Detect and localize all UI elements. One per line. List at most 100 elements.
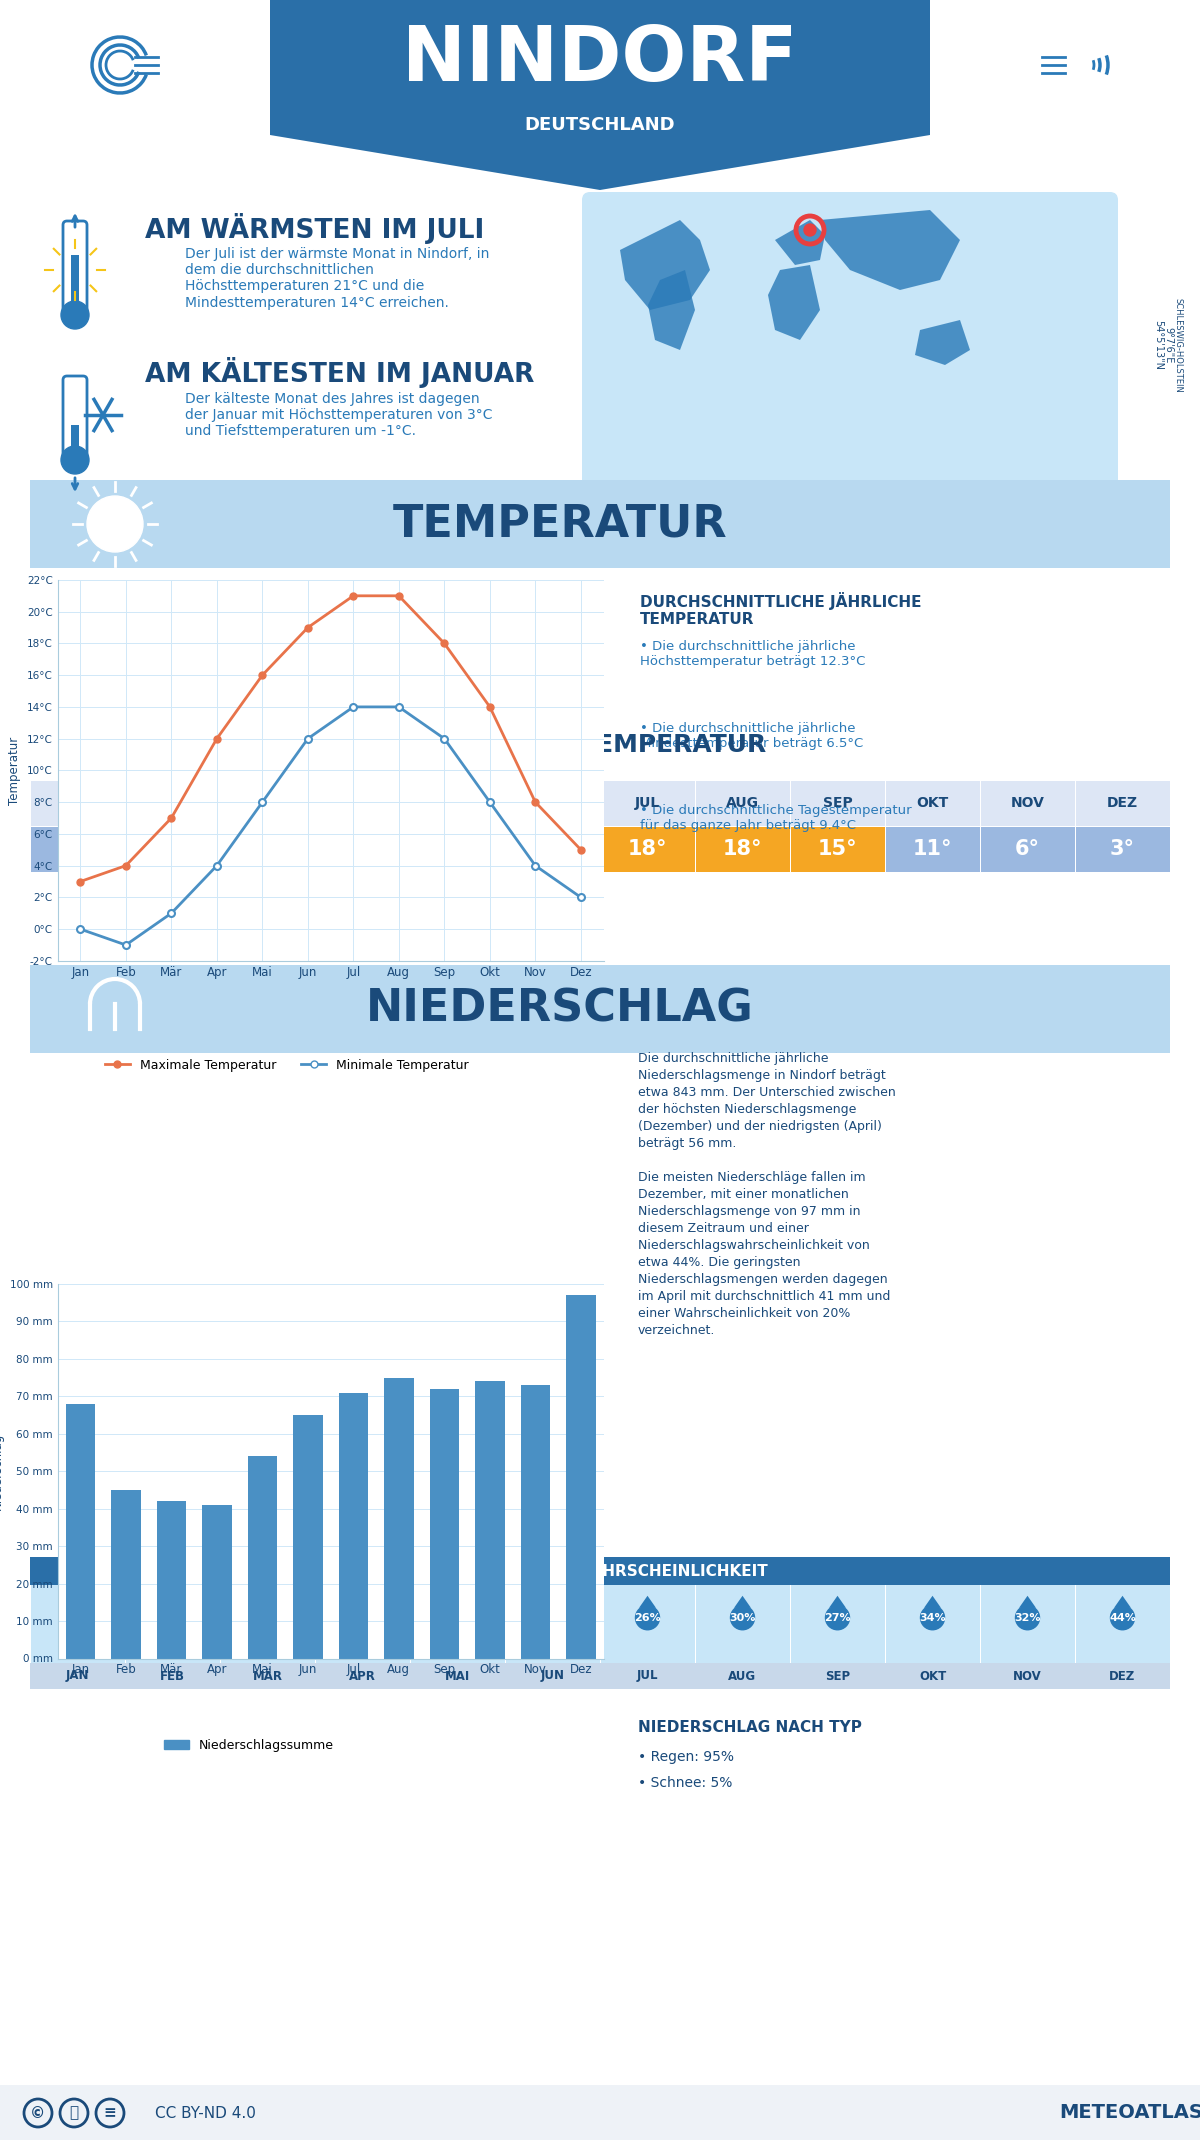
Bar — [410, 826, 504, 871]
Text: 1°: 1° — [65, 839, 90, 858]
Bar — [30, 781, 125, 826]
Polygon shape — [768, 265, 820, 340]
Text: 9°7'6"E: 9°7'6"E — [1163, 327, 1174, 364]
Bar — [30, 479, 1170, 567]
Text: SEP: SEP — [824, 1669, 850, 1682]
Bar — [886, 826, 979, 871]
Polygon shape — [829, 1596, 846, 1607]
Text: 32%: 32% — [1014, 1614, 1040, 1622]
FancyBboxPatch shape — [582, 193, 1118, 503]
Polygon shape — [648, 270, 695, 351]
Text: Die durchschnittliche jährliche
Niederschlagsmenge in Nindorf beträgt
etwa 843 m: Die durchschnittliche jährliche Niedersc… — [638, 1053, 895, 1338]
Polygon shape — [1019, 1596, 1036, 1607]
Bar — [696, 1586, 790, 1663]
Text: ©: © — [30, 2106, 46, 2121]
Text: DEZ: DEZ — [1106, 796, 1138, 811]
Text: • Die durchschnittliche jährliche
Mindesttemperatur beträgt 6.5°C: • Die durchschnittliche jährliche Mindes… — [640, 721, 863, 749]
Polygon shape — [259, 1596, 276, 1607]
Bar — [600, 826, 695, 871]
Polygon shape — [620, 220, 710, 310]
Polygon shape — [354, 1596, 371, 1607]
Text: APR: APR — [347, 796, 378, 811]
Text: Der Juli ist der wärmste Monat in Nindorf, in
dem die durchschnittlichen
Höchstt: Der Juli ist der wärmste Monat in Nindor… — [185, 246, 490, 310]
Bar — [293, 1415, 323, 1658]
Bar — [791, 1586, 884, 1663]
Circle shape — [826, 1605, 850, 1631]
Polygon shape — [640, 1596, 656, 1607]
Text: 15°: 15° — [533, 839, 572, 858]
Polygon shape — [449, 1596, 466, 1607]
Circle shape — [804, 225, 816, 235]
Bar — [30, 1586, 125, 1663]
Bar — [126, 826, 220, 871]
Bar — [980, 1586, 1074, 1663]
Bar — [156, 1502, 186, 1658]
Text: 15°: 15° — [817, 839, 857, 858]
Text: 26%: 26% — [634, 1614, 661, 1622]
Bar — [600, 781, 695, 826]
Text: MAI: MAI — [443, 796, 473, 811]
Polygon shape — [70, 1596, 86, 1607]
Polygon shape — [544, 1596, 560, 1607]
Text: JAN: JAN — [66, 1669, 89, 1682]
Bar — [410, 1586, 504, 1663]
Bar — [221, 781, 314, 826]
Y-axis label: Niederschlag: Niederschlag — [0, 1432, 4, 1511]
Bar — [410, 781, 504, 826]
Bar — [126, 781, 220, 826]
Bar — [696, 826, 790, 871]
Bar — [475, 1382, 505, 1658]
Circle shape — [66, 1605, 90, 1631]
Text: NIEDERSCHLAGSWAHRSCHEINLICHKEIT: NIEDERSCHLAGSWAHRSCHEINLICHKEIT — [432, 1564, 768, 1579]
Circle shape — [161, 1605, 185, 1631]
Bar — [316, 1586, 409, 1663]
Text: 38%: 38% — [65, 1614, 91, 1622]
Text: 54°5'13"N: 54°5'13"N — [1153, 321, 1163, 370]
Text: 27%: 27% — [824, 1614, 851, 1622]
Text: NIEDERSCHLAG: NIEDERSCHLAG — [366, 987, 754, 1031]
Bar — [600, 1586, 695, 1663]
Bar — [316, 826, 409, 871]
Bar — [980, 826, 1074, 871]
Circle shape — [256, 1605, 280, 1631]
Circle shape — [540, 1605, 564, 1631]
Polygon shape — [775, 220, 826, 265]
Text: MAI: MAI — [445, 1669, 470, 1682]
Bar — [1075, 826, 1170, 871]
Text: DURCHSCHNITTLICHE JÄHRLICHE
TEMPERATUR: DURCHSCHNITTLICHE JÄHRLICHE TEMPERATUR — [640, 593, 922, 627]
Bar — [112, 1489, 140, 1658]
Text: DEZ: DEZ — [1109, 1669, 1135, 1682]
Circle shape — [920, 1605, 944, 1631]
Bar — [247, 1455, 277, 1658]
Bar — [221, 826, 314, 871]
Circle shape — [61, 445, 89, 473]
Text: AM KÄLTESTEN IM JANUAR: AM KÄLTESTEN IM JANUAR — [145, 357, 534, 387]
Polygon shape — [164, 1596, 181, 1607]
Text: APR: APR — [349, 1669, 376, 1682]
Text: 22%: 22% — [444, 1614, 470, 1622]
Text: JUN: JUN — [540, 1669, 564, 1682]
Bar — [30, 1663, 1170, 1688]
Circle shape — [1015, 1605, 1039, 1631]
Bar — [0, 2084, 1200, 2140]
Bar — [30, 1558, 1170, 1586]
Text: JUN: JUN — [539, 796, 566, 811]
Text: 18°: 18° — [722, 839, 762, 858]
Bar — [202, 1504, 232, 1658]
Text: FEB: FEB — [157, 796, 187, 811]
Text: • Schnee: 5%: • Schnee: 5% — [638, 1776, 732, 1789]
Bar — [505, 781, 600, 826]
Text: AM WÄRMSTEN IM JULI: AM WÄRMSTEN IM JULI — [145, 212, 485, 244]
Text: Der kälteste Monat des Jahres ist dagegen
der Januar mit Höchsttemperaturen von : Der kälteste Monat des Jahres ist dagege… — [185, 392, 492, 439]
Text: 8°: 8° — [350, 839, 374, 858]
Text: OKT: OKT — [919, 1669, 946, 1682]
Text: • Die durchschnittliche jährliche
Höchsttemperatur beträgt 12.3°C: • Die durchschnittliche jährliche Höchst… — [640, 640, 865, 668]
Text: 18°: 18° — [628, 839, 667, 858]
Text: SCHLESWIG-HOLSTEIN: SCHLESWIG-HOLSTEIN — [1174, 297, 1182, 392]
Text: 27%: 27% — [539, 1614, 566, 1622]
Circle shape — [445, 1605, 469, 1631]
Bar — [1075, 781, 1170, 826]
Bar — [30, 826, 125, 871]
Bar — [30, 965, 1170, 1053]
Bar — [505, 1586, 600, 1663]
